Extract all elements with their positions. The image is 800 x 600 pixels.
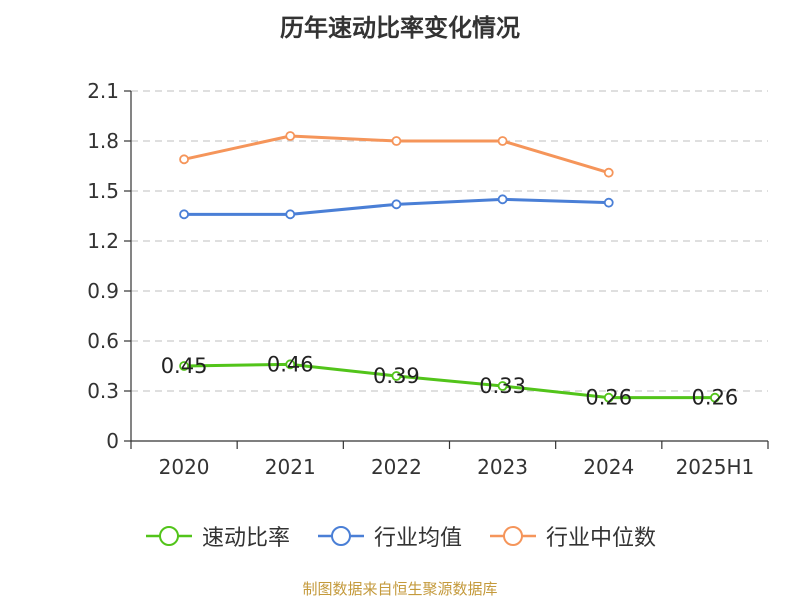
legend-item-industry_median[interactable]: 行业中位数 xyxy=(488,520,656,552)
data-point-speed_ratio xyxy=(710,392,720,403)
chart-title: 历年速动比率变化情况 xyxy=(280,14,520,42)
y-tick-label: 0 xyxy=(106,429,119,453)
data-labels: 0.45 0.46 0.39 0.33 0.26 0.26 xyxy=(161,352,739,409)
data-point-speed_ratio xyxy=(497,381,508,391)
data-point-industry_mean xyxy=(391,199,402,210)
x-tick-label: 2023 xyxy=(477,455,528,479)
data-point-industry_median xyxy=(179,154,189,165)
data-point-industry_median xyxy=(391,136,402,146)
x-tick-label: 2020 xyxy=(159,455,210,479)
y-tick-label: 0.6 xyxy=(87,329,119,353)
series-lines xyxy=(179,131,720,403)
y-tick-label: 2.1 xyxy=(87,79,119,103)
data-point-speed_ratio xyxy=(603,392,614,403)
data-label: 0.33 xyxy=(479,374,526,398)
legend-marker-icon xyxy=(490,526,536,546)
x-tick-label: 2024 xyxy=(583,455,634,479)
data-label: 0.45 xyxy=(161,354,208,378)
legend-label: 行业均值 xyxy=(373,526,462,551)
x-tick-label: 2021 xyxy=(265,455,316,479)
legend-label: 行业中位数 xyxy=(546,526,657,551)
data-point-industry_mean xyxy=(497,194,508,205)
data-point-industry_mean xyxy=(285,209,296,220)
data-point-industry_mean xyxy=(179,209,189,220)
x-tick-label: 2025H1 xyxy=(676,455,755,479)
y-tick-label: 1.2 xyxy=(87,229,119,253)
data-point-industry_median xyxy=(285,131,296,141)
axes: 0 0.3 0.6 0.9 1.2 1.5 1.8 2.1 2020 2021 2022 2023 20… xyxy=(87,79,769,479)
grid-lines xyxy=(131,90,768,392)
data-point-speed_ratio xyxy=(179,361,189,371)
data-point-speed_ratio xyxy=(285,359,296,370)
legend-item-speed_ratio[interactable]: 速动比率 xyxy=(144,520,290,552)
legend: 速动比率 行业均值 行业中位数 xyxy=(0,520,800,552)
x-tick-label: 2022 xyxy=(371,455,422,479)
data-label: 0.26 xyxy=(692,386,739,410)
y-tick-label: 0.9 xyxy=(87,279,119,303)
y-tick-label: 1.8 xyxy=(87,129,119,153)
data-point-industry_median xyxy=(497,136,508,146)
source-note: 制图数据来自恒生聚源数据库 xyxy=(302,580,498,598)
data-label: 0.39 xyxy=(373,364,420,388)
data-point-speed_ratio xyxy=(391,371,402,381)
data-point-industry_median xyxy=(603,167,614,178)
y-tick-label: 1.5 xyxy=(87,179,119,203)
legend-marker-icon xyxy=(317,526,364,546)
series-line-speed_ratio xyxy=(184,362,715,400)
data-point-industry_mean xyxy=(603,197,614,208)
legend-label: 速动比率 xyxy=(201,526,290,551)
data-label: 0.46 xyxy=(267,352,314,376)
legend-marker-icon xyxy=(145,526,192,546)
y-tick-label: 0.3 xyxy=(87,379,119,403)
legend-item-industry_mean[interactable]: 行业均值 xyxy=(316,520,462,552)
data-label: 0.26 xyxy=(585,386,632,410)
